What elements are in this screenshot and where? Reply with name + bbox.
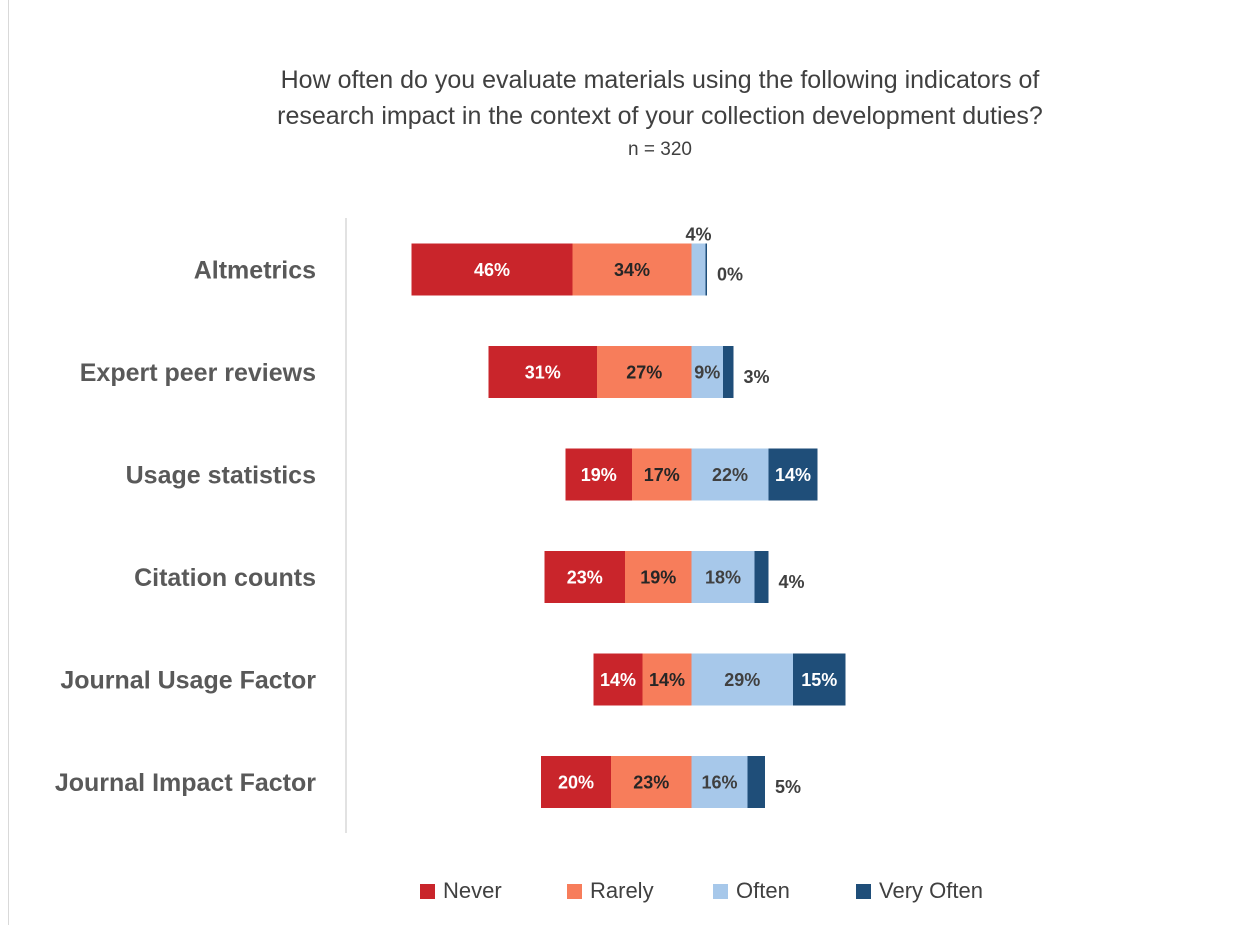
bar-never-usage-statistics <box>565 448 632 501</box>
value-label-very-often-usage-statistics: 14% <box>775 465 811 485</box>
value-label-very-often-journal-impact-factor: 5% <box>775 777 801 797</box>
category-labels: Altmetrics Expert peer reviews Usage stati… <box>55 257 316 798</box>
legend-label-never: Never <box>443 878 502 903</box>
legend-item-very-often: Very Often <box>856 876 983 906</box>
category-label-usage-statistics: Usage statistics <box>126 462 316 490</box>
value-label-very-often-citation-counts: 4% <box>779 572 805 592</box>
category-label-expert-peer-reviews: Expert peer reviews <box>80 359 316 387</box>
legend-item-often: Often <box>713 876 790 906</box>
value-label-never-citation-counts: 23% <box>567 568 603 588</box>
bar-never-journal-impact-factor <box>541 756 611 808</box>
bar-never-altmetrics <box>411 243 573 296</box>
chart-legend: Never Rarely Often Very Often <box>0 876 1252 906</box>
bar-rarely-altmetrics <box>572 243 692 296</box>
chart-title-block: How often do you evaluate materials usin… <box>150 62 1170 164</box>
value-label-never-altmetrics: 46% <box>474 260 510 280</box>
bar-never-journal-usage-factor <box>593 653 643 706</box>
bar-never-expert-peer-reviews <box>488 346 597 398</box>
value-label-never-expert-peer-reviews: 31% <box>525 363 561 383</box>
value-label-rarely-altmetrics: 34% <box>614 260 650 280</box>
bar-often-journal-usage-factor <box>691 653 793 706</box>
bar-often-altmetrics <box>691 243 706 296</box>
value-label-rarely-usage-statistics: 17% <box>644 465 680 485</box>
bar-very-often-journal-impact-factor <box>747 756 765 808</box>
value-label-rarely-citation-counts: 19% <box>640 568 676 588</box>
bar-rarely-journal-usage-factor <box>642 653 692 706</box>
value-label-rarely-journal-impact-factor: 23% <box>633 773 669 793</box>
legend-swatch-often <box>713 883 728 899</box>
value-label-rarely-expert-peer-reviews: 27% <box>626 363 662 383</box>
value-label-never-journal-impact-factor: 20% <box>558 773 594 793</box>
bar-very-often-citation-counts <box>754 551 769 603</box>
bar-never-citation-counts <box>544 551 625 603</box>
value-label-often-usage-statistics: 22% <box>712 465 748 485</box>
bar-very-often-usage-statistics <box>768 448 818 501</box>
chart-subtitle: n = 320 <box>628 139 692 160</box>
category-label-altmetrics: Altmetrics <box>194 257 316 285</box>
value-label-often-citation-counts: 18% <box>705 568 741 588</box>
bar-very-often-altmetrics <box>705 243 707 296</box>
legend-swatch-very-often <box>856 883 871 899</box>
value-label-often-altmetrics: 4% <box>685 225 711 245</box>
bar-often-citation-counts <box>691 551 755 603</box>
bar-rarely-citation-counts <box>625 551 692 603</box>
chart-frame-line <box>8 0 9 925</box>
bar-often-journal-impact-factor <box>691 756 748 808</box>
legend-swatch-rarely <box>567 883 582 899</box>
legend-item-rarely: Rarely <box>567 876 654 906</box>
value-label-often-journal-usage-factor: 29% <box>724 670 760 690</box>
bar-often-usage-statistics <box>691 448 769 501</box>
legend-label-often: Often <box>736 878 790 903</box>
chart-title-line-2: research impact in the context of your c… <box>277 102 1043 130</box>
value-label-never-journal-usage-factor: 14% <box>600 670 636 690</box>
value-label-very-often-expert-peer-reviews: 3% <box>744 367 770 387</box>
value-label-often-journal-impact-factor: 16% <box>701 773 737 793</box>
value-label-never-usage-statistics: 19% <box>581 465 617 485</box>
bars-layer: 46% 34% 4% 0% 31% 27% 9% 3% 19% 17% 22% 14% 23% 19% 18… <box>411 225 846 808</box>
bar-often-expert-peer-reviews <box>691 346 723 398</box>
legend-label-rarely: Rarely <box>590 878 654 903</box>
legend-swatch-never <box>420 883 435 899</box>
bar-rarely-expert-peer-reviews <box>597 346 692 398</box>
bar-rarely-usage-statistics <box>632 448 692 501</box>
bar-very-often-expert-peer-reviews <box>723 346 734 398</box>
chart-title-line-1: How often do you evaluate materials usin… <box>280 66 1040 94</box>
category-label-journal-usage-factor: Journal Usage Factor <box>60 667 316 695</box>
value-label-rarely-journal-usage-factor: 14% <box>649 670 685 690</box>
category-label-citation-counts: Citation counts <box>134 564 316 592</box>
value-label-very-often-altmetrics: 0% <box>717 265 743 285</box>
value-label-often-expert-peer-reviews: 9% <box>694 363 720 383</box>
bar-rarely-journal-impact-factor <box>611 756 692 808</box>
category-label-journal-impact-factor: Journal Impact Factor <box>55 769 316 797</box>
value-label-very-often-journal-usage-factor: 15% <box>801 670 837 690</box>
bar-very-often-journal-usage-factor <box>793 653 846 706</box>
legend-label-very-often: Very Often <box>879 878 983 903</box>
legend-item-never: Never <box>420 876 502 906</box>
